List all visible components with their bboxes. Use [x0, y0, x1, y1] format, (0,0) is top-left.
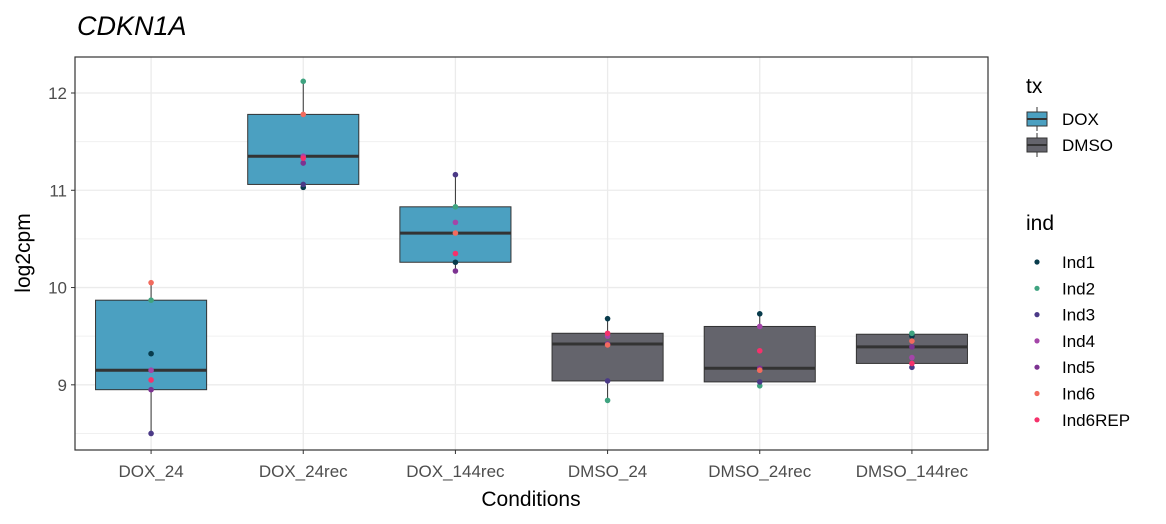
- y-tick-label: 12: [48, 84, 67, 103]
- point-Ind4: [909, 354, 915, 361]
- point-Ind6REP: [604, 330, 611, 337]
- point-Ind6: [148, 279, 154, 286]
- point-Ind2: [148, 297, 154, 303]
- x-axis-title: Conditions: [481, 488, 580, 511]
- y-axis: 9 10 11 12: [48, 84, 75, 395]
- x-tick-label: DOX_24rec: [259, 462, 348, 481]
- x-tick-label: DMSO_24: [568, 462, 647, 481]
- point-Ind1: [604, 315, 611, 322]
- point-Ind3: [909, 364, 915, 371]
- chart-title: CDKN1A: [77, 11, 187, 41]
- point-Ind2: [604, 397, 611, 404]
- point-Ind2: [300, 78, 307, 85]
- legend-ind-key-Ind2: [1034, 285, 1040, 291]
- point-Ind3: [300, 181, 307, 188]
- point-Ind3: [756, 379, 763, 385]
- legend-ind-key-Ind4: [1034, 338, 1040, 344]
- x-tick-label: DMSO_24rec: [708, 462, 811, 481]
- legend-ind-label: Ind6REP: [1062, 411, 1130, 430]
- legend-tx-label: DOX: [1062, 110, 1099, 129]
- point-Ind1: [756, 311, 763, 317]
- legend-ind-label: Ind5: [1062, 358, 1095, 377]
- point-Ind4: [148, 367, 154, 374]
- box-DOX_24: [95, 299, 208, 391]
- point-Ind6REP: [300, 155, 307, 161]
- legend-tx: tx DOX DMSO: [1026, 75, 1113, 157]
- point-Ind6REP: [909, 360, 915, 367]
- legend-ind-key-Ind6REP: [1034, 417, 1040, 423]
- legend-ind-key-Ind1: [1034, 259, 1040, 265]
- point-Ind6: [909, 338, 915, 344]
- legend-ind-key-Ind5: [1034, 364, 1040, 370]
- point-Ind3: [604, 378, 611, 384]
- point-Ind2: [756, 382, 763, 389]
- x-tick-label: DOX_144rec: [406, 462, 505, 481]
- box-DMSO_24: [551, 332, 664, 382]
- panel-border: [74, 56, 989, 451]
- point-Ind4: [756, 323, 763, 330]
- point-Ind2: [452, 204, 459, 210]
- legend-ind-key-Ind3: [1034, 312, 1040, 318]
- y-tick-label: 10: [48, 279, 67, 298]
- legend-ind-label: Ind4: [1062, 332, 1095, 351]
- plot-panel: [74, 56, 989, 451]
- legend-ind-label: Ind1: [1062, 253, 1095, 272]
- x-tick-label: DOX_24: [118, 462, 183, 481]
- legend-ind-label: Ind2: [1062, 279, 1095, 298]
- legend-ind-key-Ind6: [1034, 390, 1040, 397]
- point-Ind1: [452, 259, 459, 266]
- x-axis: DOX_24 DOX_24rec DOX_144rec DMSO_24 DMSO_24r…: [118, 450, 969, 481]
- point-Ind3: [452, 171, 459, 178]
- point-Ind6REP: [452, 250, 459, 257]
- point-Ind6: [756, 367, 763, 374]
- point-Ind5: [300, 160, 307, 166]
- point-Ind6: [300, 111, 307, 118]
- point-Ind6: [452, 230, 459, 236]
- point-Ind2: [909, 330, 915, 337]
- legend-ind-label: Ind6: [1062, 385, 1095, 404]
- legend-ind: ind Ind1 Ind2 Ind3 Ind4 Ind5 Ind6 Ind6REP: [1026, 212, 1130, 430]
- y-tick-label: 9: [58, 376, 67, 395]
- point-Ind5: [148, 386, 154, 393]
- y-tick-label: 11: [49, 181, 67, 200]
- box-DOX_24rec: [247, 113, 360, 185]
- legend-tx-label: DMSO: [1062, 136, 1113, 155]
- point-Ind6REP: [148, 377, 154, 383]
- point-Ind6REP: [756, 347, 763, 354]
- point-Ind3: [148, 430, 154, 437]
- point-Ind5: [452, 268, 459, 274]
- y-axis-title: log2cpm: [12, 213, 35, 292]
- legend-ind-title: ind: [1026, 212, 1054, 235]
- legend-tx-title: tx: [1026, 75, 1043, 98]
- point-Ind5: [909, 344, 915, 350]
- panel-background: [75, 57, 988, 450]
- point-Ind6: [604, 342, 611, 348]
- point-Ind1: [148, 350, 154, 357]
- point-Ind4: [452, 219, 459, 226]
- box-DMSO_24rec: [703, 325, 816, 383]
- legend-ind-label: Ind3: [1062, 306, 1095, 325]
- x-tick-label: DMSO_144rec: [856, 462, 969, 481]
